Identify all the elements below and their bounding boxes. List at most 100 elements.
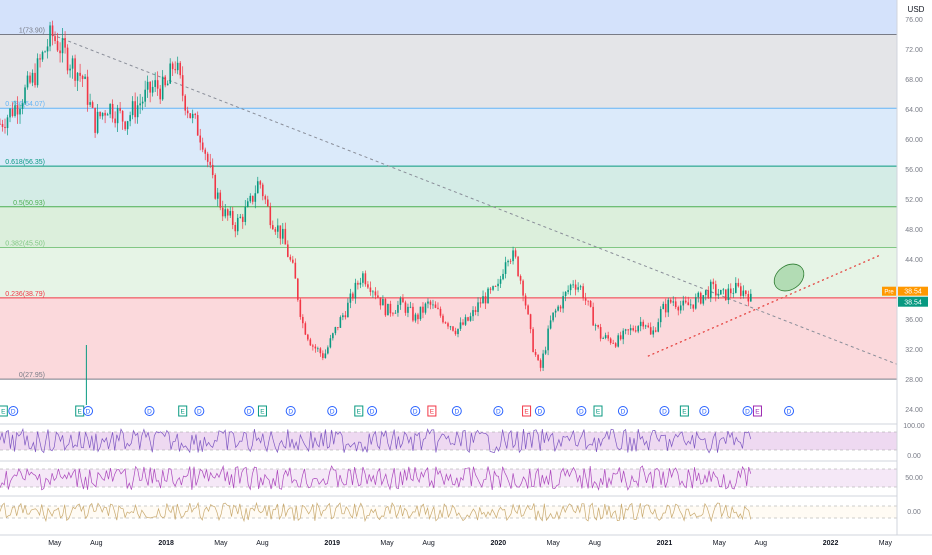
candle-body [249,195,252,202]
candle-body [116,108,119,124]
fib-label: 0(27.95) [19,372,45,379]
price-axis[interactable]: 76.00 72.00 68.00 64.00 60.00 56.00 52.00 48.00… [882,0,932,535]
dividend-marker[interactable]: D [410,406,421,416]
candle-body [419,306,422,320]
dividend-marker[interactable]: D [144,406,155,416]
currency-label: USD [908,5,925,14]
candle-body [54,36,56,42]
candle-body [209,161,212,165]
earnings-marker[interactable]: E [0,405,8,417]
price-tick-label: 48.00 [905,227,923,234]
candle-body [136,105,139,118]
candle-body [379,297,382,306]
candle-body [309,339,312,346]
earnings-marker[interactable]: E [752,405,762,417]
earnings-marker[interactable]: E [679,405,689,417]
candle-body [256,181,259,194]
candle-body [367,284,369,288]
candle-body [662,303,665,310]
candle-body [231,211,234,225]
price-tick-label: 56.00 [905,167,923,174]
dividend-marker[interactable]: D [8,406,19,416]
earnings-marker[interactable]: E [354,405,364,417]
dividend-marker[interactable]: D [451,406,462,416]
candle-body [557,306,559,311]
candle-body [64,38,66,48]
candle-body [71,58,74,69]
candle-body [229,211,232,216]
candle-body [469,316,472,321]
dividend-marker[interactable]: D [659,406,670,416]
candle-body [26,75,29,88]
candle-body [76,72,79,81]
candle-body [437,307,439,309]
dividend-marker[interactable]: D [244,406,255,416]
candle-body [312,345,314,347]
marker-letter: E [181,409,186,416]
time-tick-label: 2022 [823,540,839,547]
time-axis[interactable]: May Aug 2018 May Aug 2019 May Aug 2020 May Aug 2021… [0,534,932,547]
candle-body [414,314,417,321]
candle-body [41,52,44,60]
candle-body [372,291,374,293]
time-tick-label: May [380,540,394,547]
dividend-icon [410,406,421,416]
earnings-marker[interactable]: E [75,405,85,417]
dividend-marker[interactable]: D [534,406,545,416]
earnings-icon [257,405,267,417]
earnings-marker[interactable]: E [593,405,603,417]
candle-body [552,312,554,321]
time-tick-label: 2018 [158,540,174,547]
candle-body [509,260,512,262]
dividend-marker[interactable]: D [83,406,94,416]
dividend-marker[interactable]: D [699,406,710,416]
candle-body [334,327,337,334]
candle-body [489,288,492,290]
candle-body [241,216,244,222]
candle-body [519,276,522,281]
candle-body [742,290,745,296]
dividend-marker[interactable]: D [493,406,504,416]
candle-body [659,309,662,323]
fib-band [0,34,897,109]
candle-body [166,83,169,86]
time-tick-label: 2021 [657,540,673,547]
marker-letter: D [288,409,293,416]
dividend-marker[interactable]: D [285,406,296,416]
candle-body [402,298,404,303]
candle-body [317,348,319,350]
marker-letter: D [330,409,335,416]
price-tick-label: 60.00 [905,137,923,144]
earnings-marker[interactable]: E [257,405,267,417]
candle-body [196,115,199,136]
dividend-icon [617,406,628,416]
dividend-marker[interactable]: D [327,406,338,416]
candle-body [322,353,324,359]
dividend-icon [8,406,19,416]
dividend-marker[interactable]: D [367,406,378,416]
dividend-marker[interactable]: D [194,406,205,416]
earnings-marker[interactable]: E [178,405,188,417]
osc1-band [0,432,897,450]
earnings-marker[interactable]: E [522,405,532,417]
candle-body [184,95,187,111]
dividend-marker[interactable]: D [742,406,753,416]
marker-letter: D [496,409,501,416]
candle-body [684,300,687,303]
candle-body [254,193,257,202]
candle-body [389,303,392,314]
candle-body [151,86,154,93]
candle-body [101,112,104,117]
dividend-marker[interactable]: D [576,406,587,416]
candle-body [364,273,367,285]
candle-body [266,199,269,207]
dividend-marker[interactable]: D [784,406,795,416]
earnings-marker[interactable]: E [427,405,437,417]
candle-body [181,75,184,96]
time-tick-label: May [879,540,893,547]
dividend-marker[interactable]: D [617,406,628,416]
marker-letter: E [260,409,265,416]
